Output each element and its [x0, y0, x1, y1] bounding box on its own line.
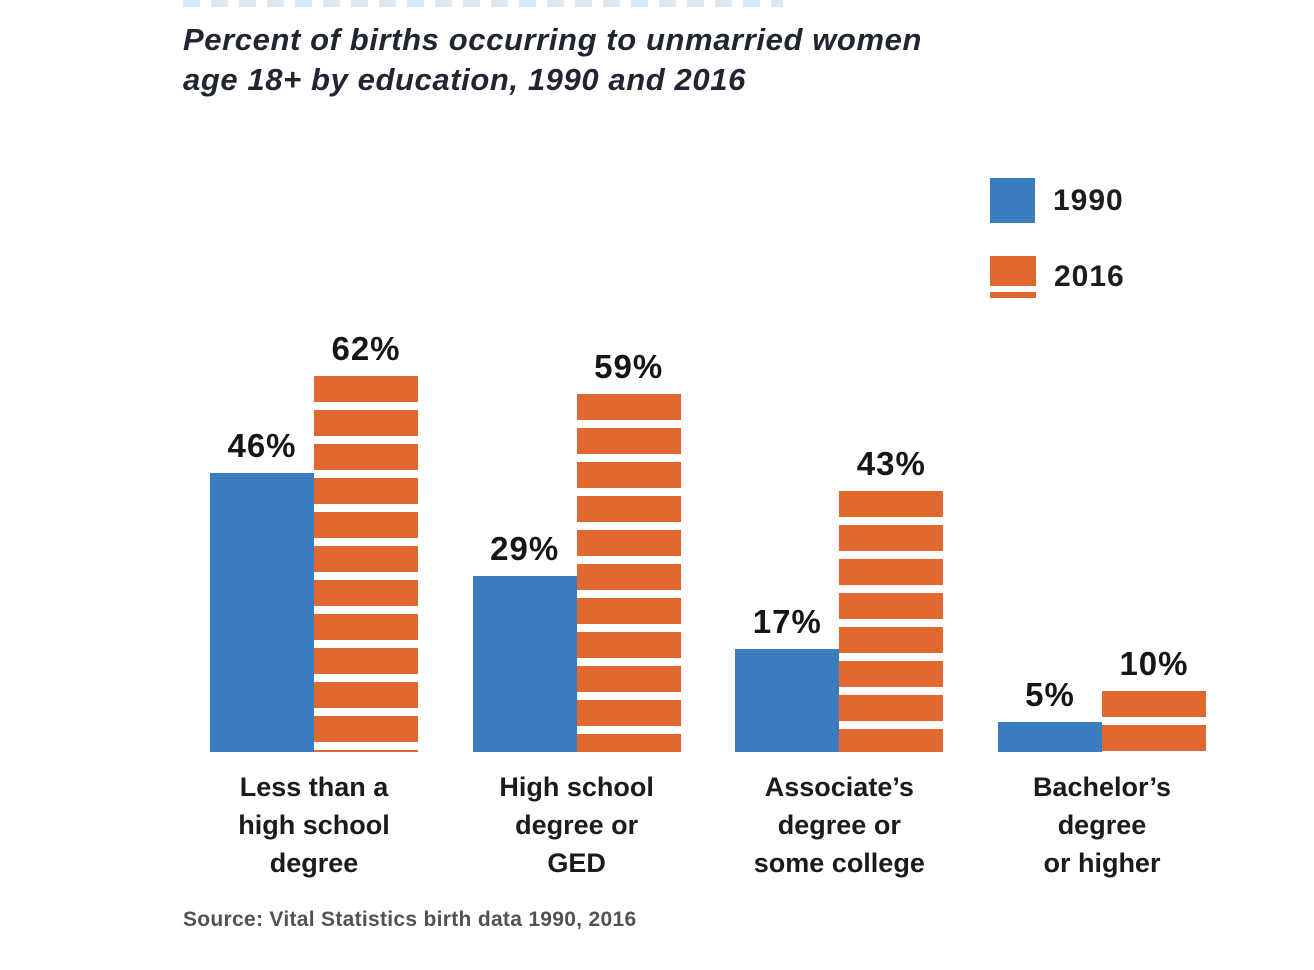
category-label: Less than a high school degree — [238, 772, 390, 878]
category-label: High school degree or GED — [499, 772, 654, 878]
bar-2016: 10% — [1101, 645, 1206, 752]
bar-groups: 46% 62% 29% 59% 17% 43% 5% 10% — [210, 330, 1206, 752]
bar-value-label-1990: 5% — [1025, 676, 1075, 713]
bar-value-label-2016: 59% — [594, 348, 664, 385]
category-label: Bachelor’s degree or higher — [1032, 772, 1171, 878]
bar-2016: 62% — [314, 330, 418, 752]
bar-value-label-1990: 46% — [227, 427, 297, 464]
bar-value-label-2016: 43% — [856, 445, 926, 482]
category-label: Associate’s degree or some college — [753, 772, 925, 878]
bar-2016: 43% — [839, 445, 944, 752]
legend-swatch-2016 — [990, 256, 1036, 298]
bar-2016: 59% — [576, 348, 681, 752]
legend-label-2016: 2016 — [1054, 260, 1125, 293]
bar-group: 17% 43% — [735, 445, 944, 752]
bar-1990: 17% — [735, 603, 840, 752]
chart-subtitle-line2: age 18+ by education, 1990 and 2016 — [183, 62, 746, 97]
bar-1990: 46% — [210, 427, 314, 752]
bar-group: 46% 62% — [210, 330, 418, 752]
bar-value-label-1990: 17% — [752, 603, 822, 640]
legend-item-2016: 2016 — [990, 256, 1125, 298]
legend: 1990 2016 — [990, 178, 1125, 298]
cropped-title-fragment — [183, 0, 783, 7]
bar-1990: 29% — [472, 530, 577, 752]
bar-1990: 5% — [997, 676, 1102, 752]
bar-group: 29% 59% — [472, 348, 681, 752]
legend-swatch-1990 — [990, 178, 1035, 223]
bar-value-label-1990: 29% — [490, 530, 560, 567]
chart-subtitle-line1: Percent of births occurring to unmarried… — [183, 22, 922, 57]
bar-value-label-2016: 10% — [1119, 645, 1189, 682]
legend-label-1990: 1990 — [1053, 183, 1124, 217]
category-labels: Less than a high school degree High school d… — [210, 768, 1206, 882]
source-note: Source: Vital Statistics birth data 1990… — [183, 908, 637, 931]
chart-subtitle: Percent of births occurring to unmarried… — [183, 20, 922, 100]
legend-item-1990: 1990 — [990, 178, 1125, 223]
bar-group: 5% 10% — [997, 645, 1206, 752]
bar-value-label-2016: 62% — [331, 330, 401, 367]
